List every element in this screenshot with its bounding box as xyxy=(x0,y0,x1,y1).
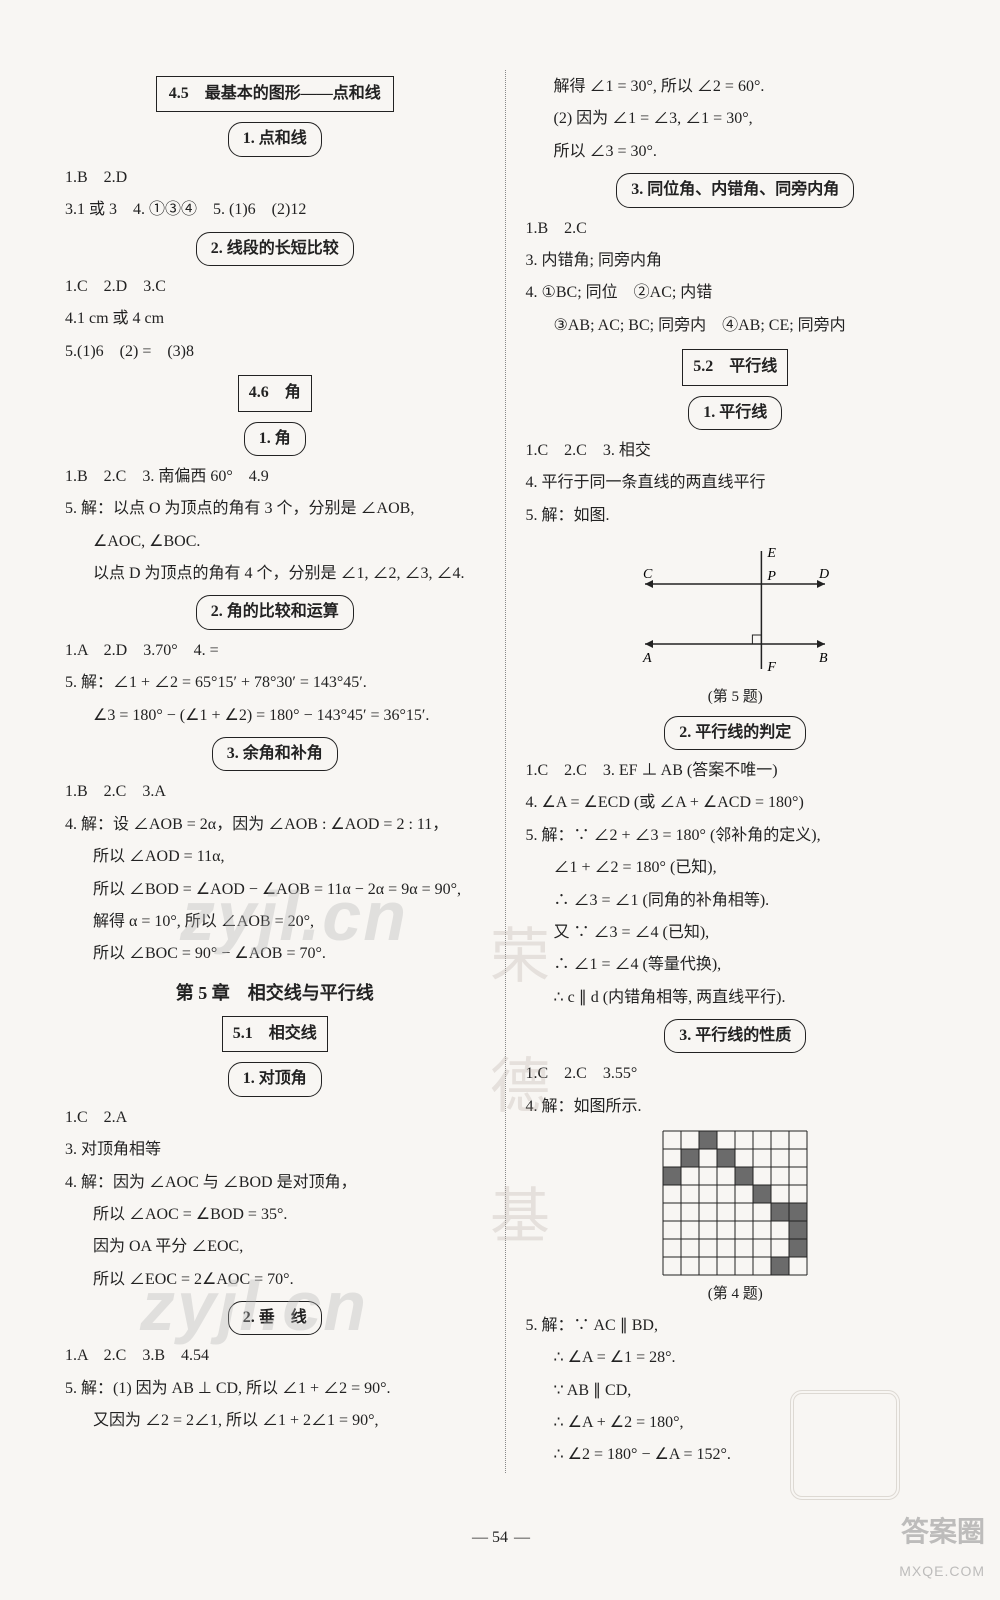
subsection-heading: 1. 角 xyxy=(244,422,306,456)
answer-line: 4. 平行于同一条直线的两直线平行 xyxy=(526,468,946,498)
answer-line: 所以 ∠BOD = ∠AOD − ∠AOB = 11α − 2α = 9α = … xyxy=(65,875,485,905)
answer-line: 所以 ∠BOC = 90° − ∠AOB = 70°. xyxy=(65,939,485,969)
answer-line: 1.B 2.C xyxy=(526,214,946,244)
answer-line: 解得 α = 10°, 所以 ∠AOB = 20°, xyxy=(65,907,485,937)
answer-line: 所以 ∠AOD = 11α, xyxy=(65,842,485,872)
answer-line: 4. 解：如图所示. xyxy=(526,1092,946,1122)
answer-line: ∠3 = 180° − (∠1 + ∠2) = 180° − 143°45′ =… xyxy=(65,701,485,731)
svg-text:B: B xyxy=(819,651,828,666)
answer-line: 1.A 2.D 3.70° 4. = xyxy=(65,636,485,666)
answer-line: ∴ ∠A = ∠1 = 28°. xyxy=(526,1343,946,1373)
chapter-heading: 第 5 章 相交线与平行线 xyxy=(65,976,485,1010)
subsection-heading: 3. 余角和补角 xyxy=(212,737,338,771)
page-number: 54 xyxy=(0,1523,1000,1573)
subsection-heading: 2. 线段的长短比较 xyxy=(196,232,354,266)
answer-line: 又 ∵ ∠3 = ∠4 (已知), xyxy=(526,918,946,948)
answer-line: 1.C 2.D 3.C xyxy=(65,272,485,302)
answer-line: 解得 ∠1 = 30°, 所以 ∠2 = 60°. xyxy=(526,72,946,102)
page: 4.5 最基本的图形——点和线 1. 点和线 1.B 2.D 3.1 或 3 4… xyxy=(0,0,1000,1523)
answer-line: 1.C 2.C 3. 相交 xyxy=(526,436,946,466)
subsection-heading: 1. 平行线 xyxy=(688,396,782,430)
subsection-heading: 1. 点和线 xyxy=(228,122,322,156)
svg-text:D: D xyxy=(818,567,829,582)
section-heading: 5.1 相交线 xyxy=(222,1016,328,1052)
answer-line: 4. ∠A = ∠ECD (或 ∠A + ∠ACD = 180°) xyxy=(526,788,946,818)
answer-line: 4. ①BC; 同位 ②AC; 内错 xyxy=(526,278,946,308)
answer-line: 5. 解：∵ AC ∥ BD, xyxy=(526,1311,946,1341)
parallel-line-figure: EP C D A B F xyxy=(625,539,845,679)
column-divider xyxy=(505,70,506,1473)
svg-text:F: F xyxy=(767,660,777,675)
answer-line: 5. 解：∠1 + ∠2 = 65°15′ + 78°30′ = 143°45′… xyxy=(65,668,485,698)
subsection-heading: 3. 同位角、内错角、同旁内角 xyxy=(616,173,854,207)
answer-line: ③AB; AC; BC; 同旁内 ④AB; CE; 同旁内 xyxy=(526,311,946,341)
answer-line: ∴ ∠3 = ∠1 (同角的补角相等). xyxy=(526,886,946,916)
answer-line: 1.C 2.A xyxy=(65,1103,485,1133)
svg-text:C: C xyxy=(643,567,653,582)
answer-line: 3. 对顶角相等 xyxy=(65,1135,485,1165)
answer-line: 5. 解：∵ ∠2 + ∠3 = 180° (邻补角的定义), xyxy=(526,821,946,851)
subsection-heading: 2. 垂 线 xyxy=(228,1301,322,1335)
svg-text:A: A xyxy=(642,651,652,666)
answer-line: 1.B 2.C 3. 南偏西 60° 4.9 xyxy=(65,462,485,492)
subsection-heading: 2. 角的比较和运算 xyxy=(196,595,354,629)
answer-line: ∴ ∠1 = ∠4 (等量代换), xyxy=(526,950,946,980)
right-column: 解得 ∠1 = 30°, 所以 ∠2 = 60°. (2) 因为 ∠1 = ∠3… xyxy=(511,70,961,1473)
answer-line: ∴ ∠2 = 180° − ∠A = 152°. xyxy=(526,1440,946,1470)
svg-text:E: E xyxy=(767,546,777,561)
figure-caption: (第 5 题) xyxy=(526,683,946,712)
answer-line: ∠AOC, ∠BOC. xyxy=(65,527,485,557)
left-column: 4.5 最基本的图形——点和线 1. 点和线 1.B 2.D 3.1 或 3 4… xyxy=(50,70,500,1473)
answer-line: (2) 因为 ∠1 = ∠3, ∠1 = 30°, xyxy=(526,104,946,134)
answer-line: ∴ ∠A + ∠2 = 180°, xyxy=(526,1408,946,1438)
answer-line: 4.1 cm 或 4 cm xyxy=(65,304,485,334)
answer-line: 1.C 2.C 3.55° xyxy=(526,1059,946,1089)
answer-line: 1.B 2.D xyxy=(65,163,485,193)
answer-line: 5. 解：(1) 因为 AB ⊥ CD, 所以 ∠1 + ∠2 = 90°. xyxy=(65,1374,485,1404)
answer-line: 以点 D 为顶点的角有 4 个，分别是 ∠1, ∠2, ∠3, ∠4. xyxy=(65,559,485,589)
answer-line: 3. 内错角; 同旁内角 xyxy=(526,246,946,276)
answer-line: 所以 ∠AOC = ∠BOD = 35°. xyxy=(65,1200,485,1230)
answer-line: 1.A 2.C 3.B 4.54 xyxy=(65,1341,485,1371)
answer-line: 4. 解：设 ∠AOB = 2α，因为 ∠AOB : ∠AOD = 2 : 11… xyxy=(65,810,485,840)
answer-line: ∵ AB ∥ CD, xyxy=(526,1376,946,1406)
section-heading: 5.2 平行线 xyxy=(682,349,788,385)
subsection-heading: 2. 平行线的判定 xyxy=(664,716,806,750)
answer-line: 又因为 ∠2 = 2∠1, 所以 ∠1 + 2∠1 = 90°, xyxy=(65,1406,485,1436)
section-heading: 4.5 最基本的图形——点和线 xyxy=(156,76,394,112)
answer-line: 5. 解：如图. xyxy=(526,501,946,531)
subsection-heading: 3. 平行线的性质 xyxy=(664,1019,806,1053)
answer-line: 所以 ∠3 = 30°. xyxy=(526,137,946,167)
answer-line: 5. 解：以点 O 为顶点的角有 3 个，分别是 ∠AOB, xyxy=(65,494,485,524)
answer-line: 因为 OA 平分 ∠EOC, xyxy=(65,1232,485,1262)
answer-line: 5.(1)6 (2) = (3)8 xyxy=(65,337,485,367)
answer-line: 1.C 2.C 3. EF ⊥ AB (答案不唯一) xyxy=(526,756,946,786)
answer-line: ∠1 + ∠2 = 180° (已知), xyxy=(526,853,946,883)
answer-line: ∴ c ∥ d (内错角相等, 两直线平行). xyxy=(526,983,946,1013)
subsection-heading: 1. 对顶角 xyxy=(228,1062,322,1096)
figure-caption: (第 4 题) xyxy=(526,1280,946,1309)
answer-line: 1.B 2.C 3.A xyxy=(65,777,485,807)
section-heading: 4.6 角 xyxy=(238,375,312,411)
answer-line: 所以 ∠EOC = 2∠AOC = 70°. xyxy=(65,1265,485,1295)
answer-line: 3.1 或 3 4. ①③④ 5. (1)6 (2)12 xyxy=(65,195,485,225)
grid-figure xyxy=(662,1130,808,1276)
svg-text:P: P xyxy=(767,569,777,584)
answer-line: 4. 解：因为 ∠AOC 与 ∠BOD 是对顶角， xyxy=(65,1168,485,1198)
